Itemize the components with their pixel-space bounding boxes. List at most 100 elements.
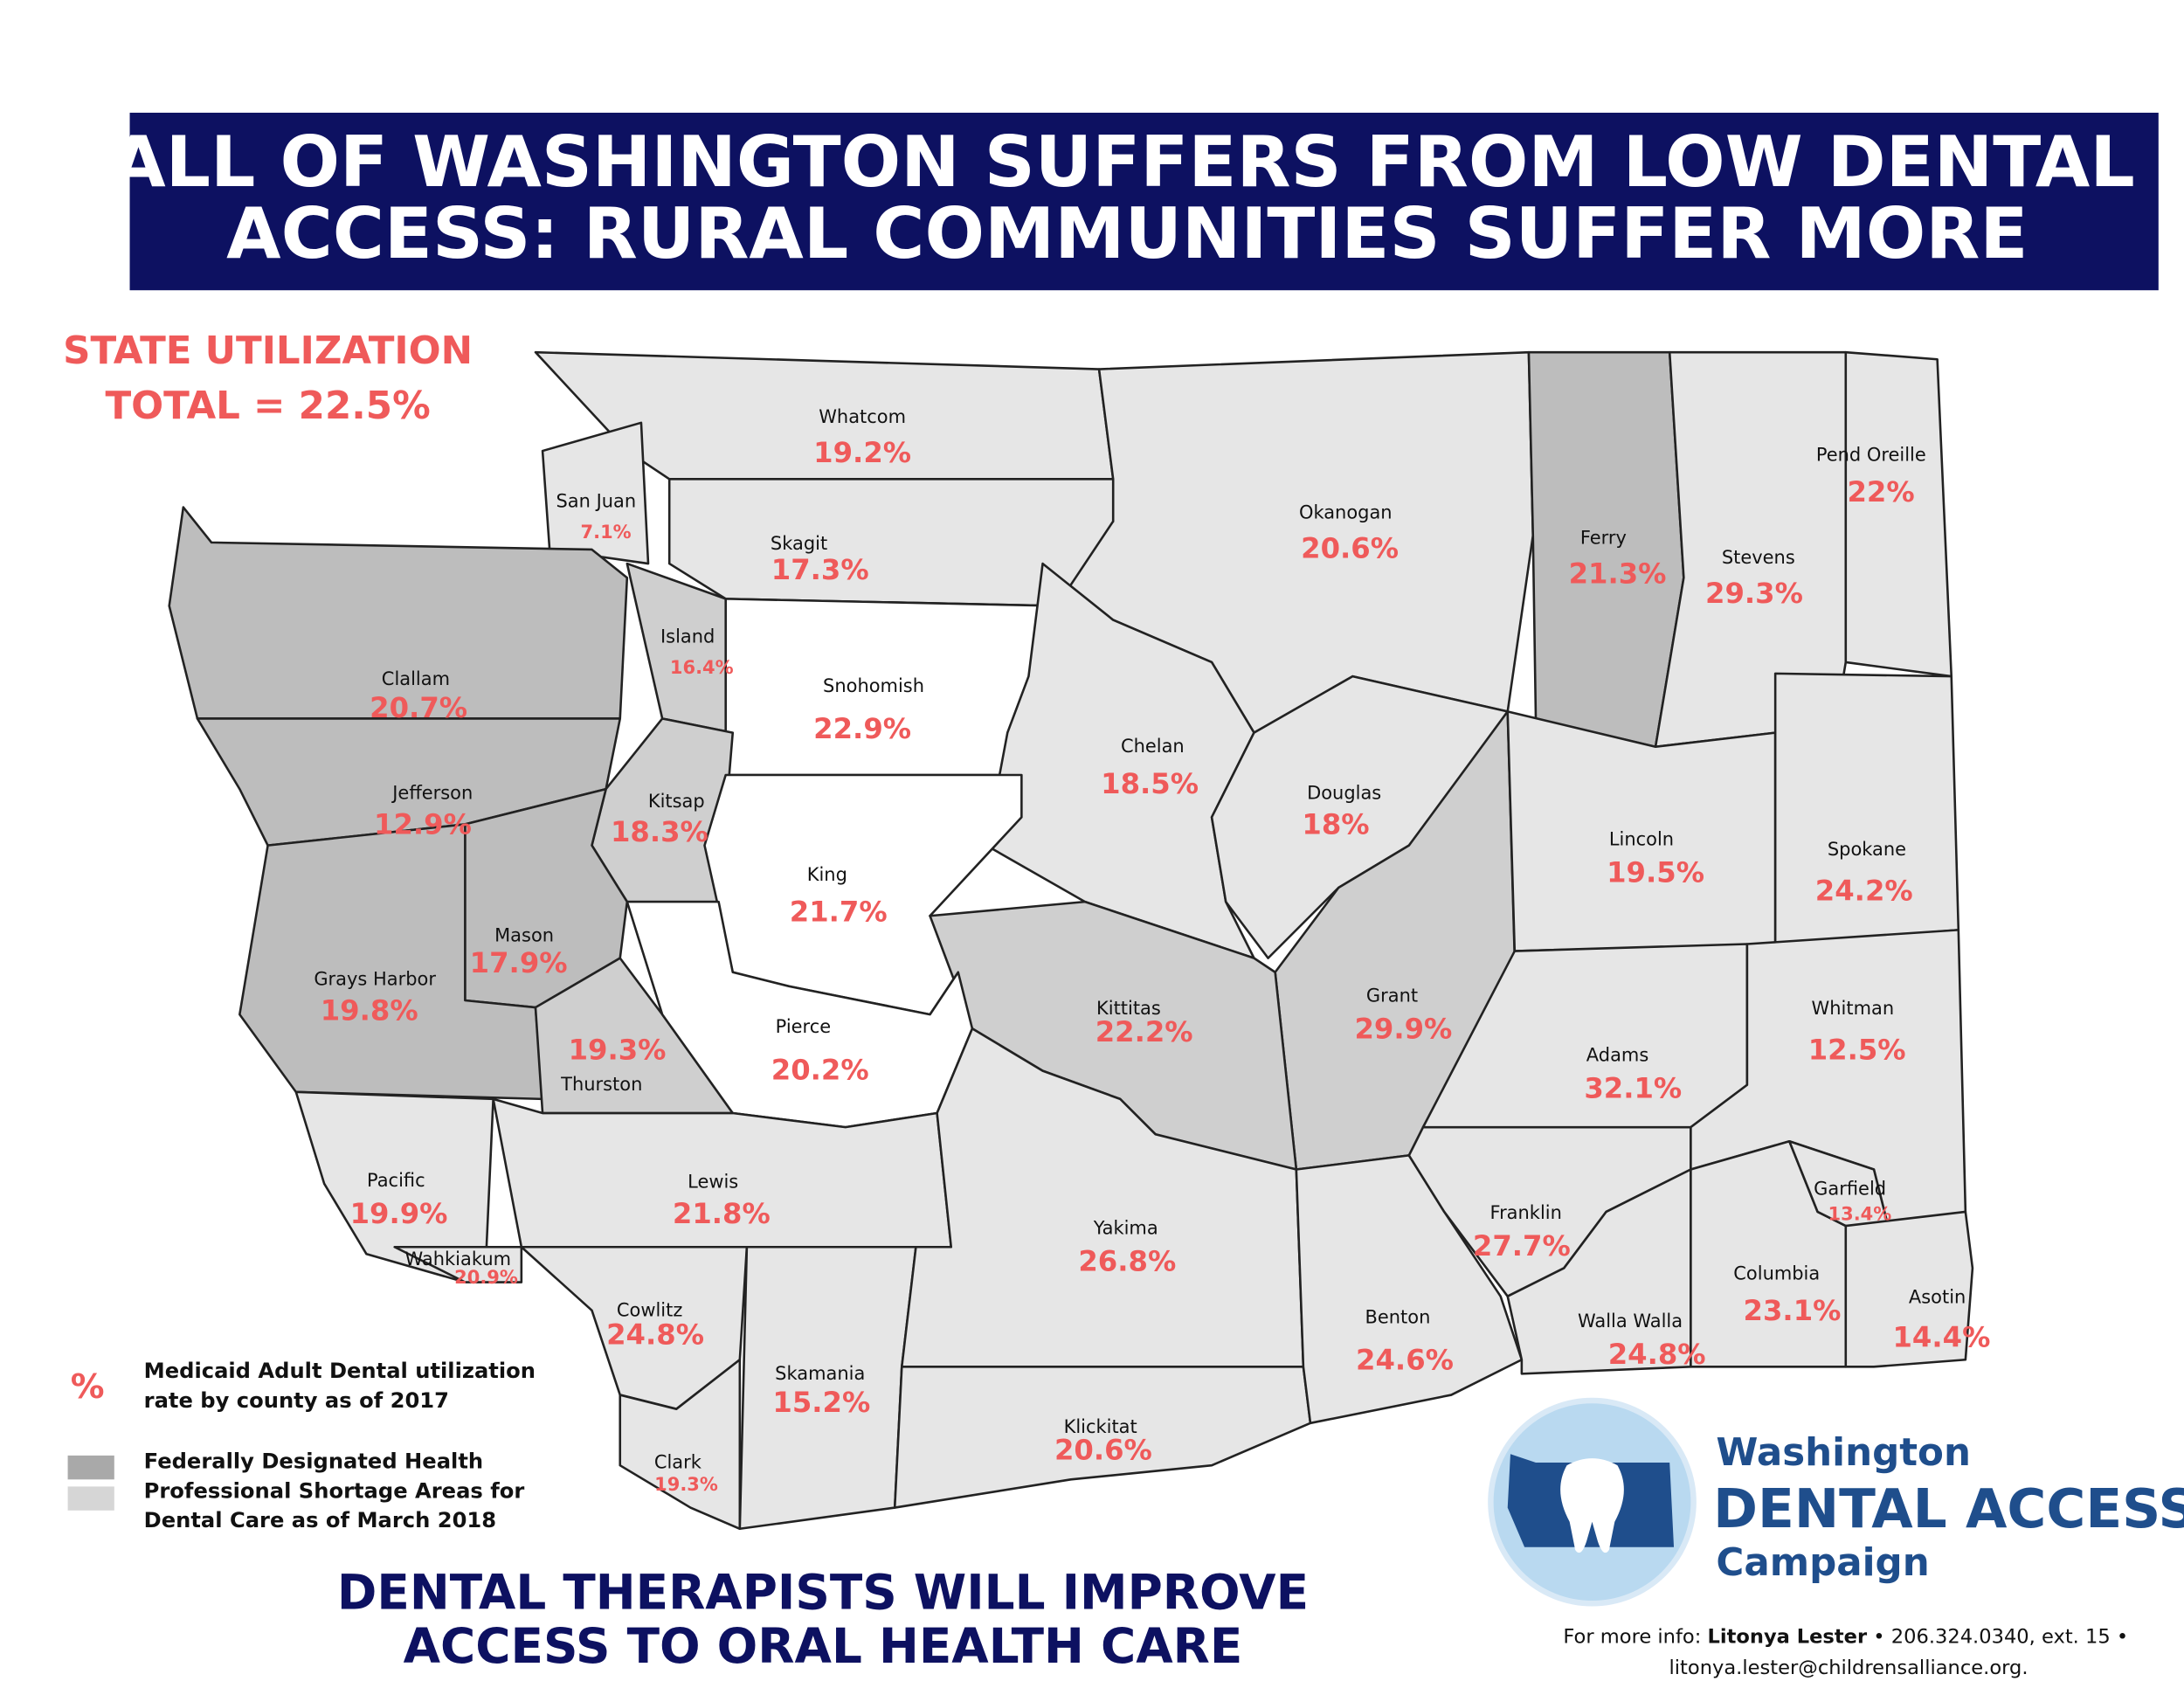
county-rate: 21.8% — [673, 1197, 771, 1230]
title-line: ALL OF WASHINGTON SUFFERS FROM LOW DENTA… — [111, 121, 2134, 204]
county-name: Grant — [1366, 986, 1418, 1007]
contact: For more info: Litonya Lester • 206.324.… — [1563, 1625, 2128, 1648]
county-rate: 19.2% — [813, 436, 911, 469]
county-name: Island — [660, 626, 715, 647]
county-rate: 14.4% — [1893, 1321, 1991, 1354]
logo: Washington DENTAL ACCESS Campaign — [1488, 1397, 2184, 1607]
county-name: Whatcom — [819, 406, 906, 427]
county — [393, 1245, 523, 1283]
contact-details: • 206.324.0340, ext. 15 • — [1873, 1625, 2128, 1648]
county — [1844, 1210, 1974, 1368]
county-name: Columbia — [1733, 1263, 1820, 1283]
county-rate: 20.6% — [1301, 532, 1399, 565]
county-rate: 29.9% — [1354, 1013, 1452, 1046]
county — [1844, 350, 1953, 678]
county-rate: 17.3% — [771, 553, 869, 586]
county-rate: 19.3% — [654, 1474, 718, 1495]
contact-name: Litonya Lester — [1708, 1625, 1868, 1648]
county-name: Kitsap — [648, 791, 705, 812]
county-name: Skamania — [775, 1363, 865, 1384]
county-name: Pacific — [367, 1170, 425, 1191]
county-rate: 20.9% — [454, 1267, 518, 1288]
county — [625, 900, 974, 1129]
county-rate: 15.2% — [772, 1386, 870, 1419]
county-rate: 27.7% — [1473, 1229, 1571, 1263]
county-name: Ferry — [1580, 527, 1627, 548]
county — [541, 421, 650, 565]
map — [168, 350, 1974, 1531]
county-name: Walla Walla — [1578, 1311, 1683, 1332]
county-rate: 26.8% — [1078, 1245, 1176, 1278]
county-name: Skagit — [771, 533, 827, 554]
legend-text: Federally Designated Health — [144, 1449, 483, 1473]
county-name: Jefferson — [390, 782, 473, 803]
county-name: Mason — [494, 924, 554, 945]
county-rate: 17.9% — [470, 946, 568, 979]
county-rate: 19.5% — [1607, 856, 1704, 889]
county-rate: 24.2% — [1815, 875, 1913, 908]
county-rate: 19.8% — [321, 994, 418, 1027]
county-name: Klickitat — [1064, 1416, 1137, 1437]
county-rate: 22.2% — [1095, 1015, 1193, 1048]
county-rate: 21.3% — [1569, 557, 1667, 591]
county-name: Lincoln — [1609, 829, 1674, 850]
title-banner — [129, 113, 2159, 291]
county-rate: 24.8% — [606, 1318, 704, 1352]
county-name: Pend Oreille — [1816, 444, 1926, 465]
county-name: Douglas — [1307, 782, 1381, 803]
county-name: Benton — [1365, 1306, 1431, 1327]
county-name: Chelan — [1121, 736, 1185, 757]
county-rate: 18% — [1302, 808, 1369, 841]
state-total: TOTAL = 22.5% — [105, 384, 430, 428]
state-total: STATE UTILIZATION — [63, 329, 473, 373]
county — [1527, 350, 1685, 749]
legend-text: Dental Care as of March 2018 — [144, 1508, 496, 1532]
county-name: Okanogan — [1299, 502, 1393, 522]
county — [985, 562, 1255, 959]
county-rate: 23.1% — [1744, 1294, 1842, 1327]
contact-prefix: For more info: — [1563, 1625, 1701, 1648]
county-name: Pierce — [776, 1016, 831, 1037]
county-rate: 21.7% — [790, 896, 888, 929]
county-rate: 22% — [1848, 475, 1915, 508]
county-rate: 24.8% — [1608, 1338, 1706, 1371]
county-rate: 22.9% — [813, 712, 911, 745]
legend-text: Professional Shortage Areas for — [144, 1478, 525, 1503]
county-name: Lewis — [688, 1171, 738, 1192]
county-name: Wahkiakum — [405, 1249, 511, 1269]
county-rate: 32.1% — [1584, 1071, 1682, 1104]
county-rate: 24.6% — [1356, 1344, 1454, 1377]
legend-text: rate by county as of 2017 — [144, 1388, 449, 1413]
county-name: Spokane — [1828, 839, 1906, 860]
county-name: Garfield — [1814, 1179, 1886, 1200]
county-name: Whitman — [1812, 998, 1895, 1019]
county-rate: 20.6% — [1054, 1434, 1152, 1467]
contact-email: litonya.lester@childrensalliance.org. — [1669, 1657, 2028, 1679]
slogan: DENTAL THERAPISTS WILL IMPROVE — [337, 1565, 1309, 1621]
county-name: Yakima — [1093, 1218, 1158, 1239]
county-name: Kittitas — [1096, 998, 1161, 1019]
legend-symbol: % — [71, 1367, 105, 1407]
county-name: Adams — [1586, 1044, 1648, 1065]
county-name: King — [807, 864, 847, 885]
county-name: Clark — [654, 1451, 702, 1472]
county-rate: 20.2% — [771, 1053, 869, 1086]
legend-swatch — [67, 1455, 114, 1480]
county-name: Asotin — [1909, 1287, 1966, 1308]
county — [168, 506, 629, 720]
county-rate: 12.5% — [1808, 1034, 1906, 1067]
county-name: Stevens — [1722, 547, 1795, 568]
county-name: Clallam — [382, 668, 450, 689]
logo-text: DENTAL ACCESS — [1713, 1478, 2184, 1540]
county-rate: 20.7% — [370, 691, 467, 724]
county-rate: 29.3% — [1705, 577, 1803, 610]
county-name: Cowlitz — [617, 1299, 682, 1320]
title-line: ACCESS: RURAL COMMUNITIES SUFFER MORE — [226, 193, 2028, 275]
county-rate: 7.1% — [581, 522, 632, 543]
logo-tooth — [1560, 1458, 1624, 1553]
legend-swatch — [67, 1486, 114, 1511]
county-name: San Juan — [556, 491, 636, 512]
